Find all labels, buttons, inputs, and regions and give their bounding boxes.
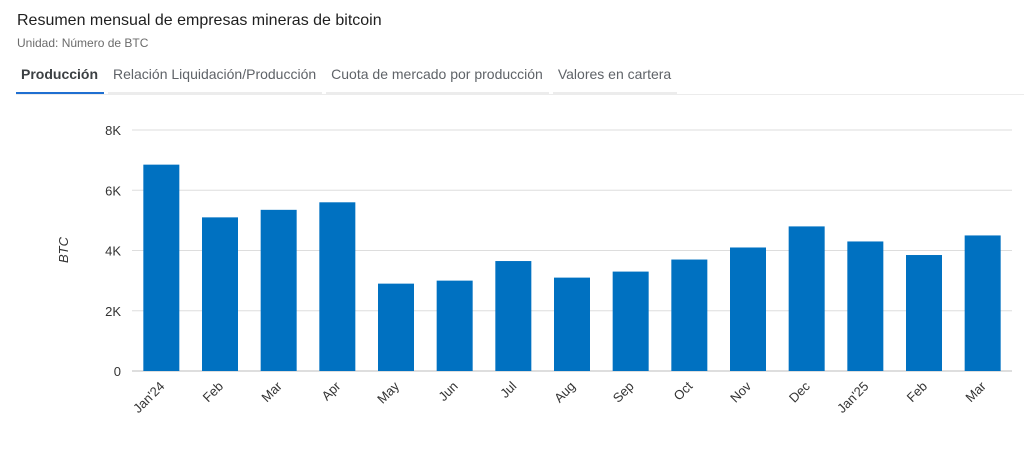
x-tick-label: Jul <box>497 378 519 400</box>
x-tick-label: Nov <box>727 378 754 405</box>
bar[interactable] <box>554 277 590 371</box>
x-tick-label: Mar <box>258 378 285 405</box>
bar[interactable] <box>612 271 649 371</box>
y-tick-label: 4K <box>105 244 121 259</box>
y-tick-label: 8K <box>105 123 121 138</box>
bar[interactable] <box>378 283 414 371</box>
y-tick-label: 6K <box>105 183 121 198</box>
tab-cuota-mercado[interactable]: Cuota de mercado por producción <box>326 60 549 94</box>
bar[interactable] <box>202 217 238 371</box>
chart-subtitle: Unidad: Número de BTC <box>17 36 149 50</box>
tab-bar: Producción Relación Liquidación/Producci… <box>16 60 1024 95</box>
y-axis-ticks: 0 2K 4K 6K 8K <box>105 123 121 379</box>
x-axis-ticks: Jan'24 Feb Mar Apr May Jun Jul Aug Sep Oct Nov Dec J… <box>130 378 989 416</box>
x-tick-label: Aug <box>551 379 578 406</box>
x-tick-label: Feb <box>200 379 226 405</box>
x-tick-label: Jan'25 <box>834 379 871 416</box>
tab-valores-cartera[interactable]: Valores en cartera <box>552 60 678 94</box>
x-tick-label: Apr <box>319 378 344 403</box>
chart-title: Resumen mensual de empresas mineras de b… <box>17 12 382 29</box>
bars <box>143 164 1001 371</box>
x-tick-label: Jun <box>435 379 460 404</box>
bar[interactable] <box>730 247 766 371</box>
y-axis-label: BTC <box>56 236 71 263</box>
x-tick-label: Feb <box>904 379 930 405</box>
x-tick-label: Jan'24 <box>130 379 167 416</box>
x-tick-label: Oct <box>671 378 696 403</box>
bar[interactable] <box>671 259 708 371</box>
x-tick-label: May <box>374 378 402 406</box>
y-tick-label: 2K <box>105 304 121 319</box>
bar[interactable] <box>143 164 180 371</box>
bar[interactable] <box>495 261 532 371</box>
tab-produccion[interactable]: Producción <box>16 60 105 94</box>
bar[interactable] <box>906 255 942 371</box>
x-tick-label: Mar <box>962 378 989 405</box>
bar-chart: 0 2K 4K 6K 8K BTC Jan'24 Feb Mar Apr May Jun Jul Au… <box>56 123 1012 416</box>
x-tick-label: Dec <box>786 378 813 405</box>
bar[interactable] <box>436 280 473 371</box>
bar[interactable] <box>319 202 356 371</box>
bar[interactable] <box>260 209 297 371</box>
y-tick-label: 0 <box>114 364 121 379</box>
x-tick-label: Sep <box>610 379 637 406</box>
bar[interactable] <box>847 241 884 371</box>
bar[interactable] <box>788 226 825 371</box>
tab-relacion-liquidacion[interactable]: Relación Liquidación/Producción <box>108 60 323 94</box>
bar[interactable] <box>964 235 1001 371</box>
